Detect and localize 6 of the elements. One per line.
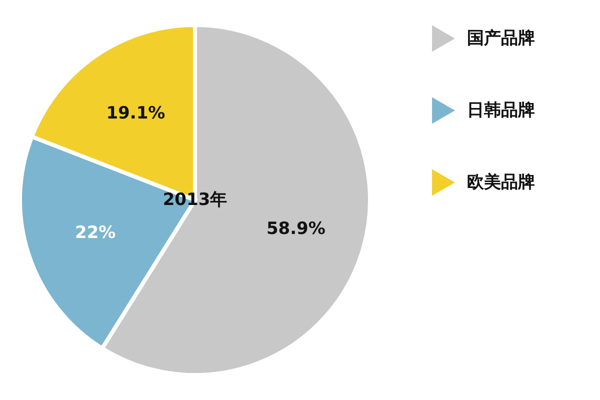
legend-label: 欧美品牌 (467, 172, 535, 192)
data-label: 19.1% (106, 103, 166, 124)
data-label: 58.9% (266, 218, 326, 239)
legend-label: 国产品牌 (467, 28, 535, 48)
legend-label: 日韩品牌 (467, 100, 535, 120)
data-label: 22% (74, 223, 116, 244)
